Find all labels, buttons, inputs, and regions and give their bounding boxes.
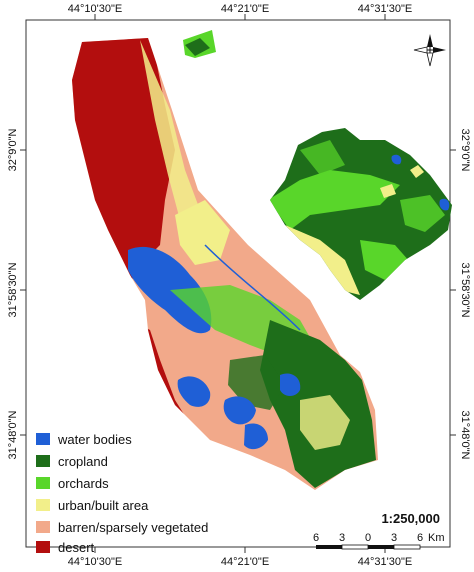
latitude-label-right: 31°58'30"N [459,262,471,317]
latitude-label-left: 31°58'30"N [7,262,19,317]
map-frame [25,19,451,548]
legend: water bodies cropland orchards urban/bui… [36,432,208,555]
scale-unit: Km [428,532,445,544]
longitude-label-bottom: 44°10'30"E [68,556,122,568]
latitude-label-right: 32°9'0"N [459,129,471,172]
scale-tick-label: 6 [417,532,423,544]
scale-bar: 6 3 0 3 6 Km [313,532,445,550]
compass-rose-icon [413,34,446,67]
scale-tick-label: 3 [339,532,345,544]
land-cover-north-nub [183,30,216,58]
longitude-label-top: 44°21'0"E [221,3,269,15]
scale-tick-label: 3 [391,532,397,544]
longitude-label-top: 44°31'30"E [358,3,412,15]
legend-swatch-desert [36,541,50,553]
scale-ratio: 1:250,000 [381,511,440,526]
legend-label-water-bodies: water bodies [57,432,132,447]
legend-swatch-urban-built-area [36,499,50,511]
latitude-label-right: 31°48'0"N [459,411,471,460]
legend-swatch-cropland [36,455,50,467]
longitude-label-bottom: 44°21'0"E [221,556,269,568]
legend-label-orchards: orchards [58,476,109,491]
scale-tick-label: 6 [313,532,319,544]
legend-swatch-orchards [36,477,50,489]
legend-swatch-water-bodies [36,433,50,445]
longitude-label-top: 44°10'30"E [68,3,122,15]
legend-swatch-barren-sparsely-vegetated [36,521,50,533]
legend-label-urban-built-area: urban/built area [58,498,149,513]
legend-label-cropland: cropland [58,454,108,469]
legend-label-desert: desert [58,540,95,555]
latitude-label-left: 32°9'0"N [7,129,19,172]
scale-tick-label: 0 [365,532,371,544]
longitude-label-bottom: 44°31'30"E [358,556,412,568]
land-cover-east-region [270,128,452,300]
latitude-label-left: 31°48'0"N [7,410,19,459]
graticule-ticks [20,14,456,553]
legend-label-barren-sparsely-vegetated: barren/sparsely vegetated [58,520,208,535]
